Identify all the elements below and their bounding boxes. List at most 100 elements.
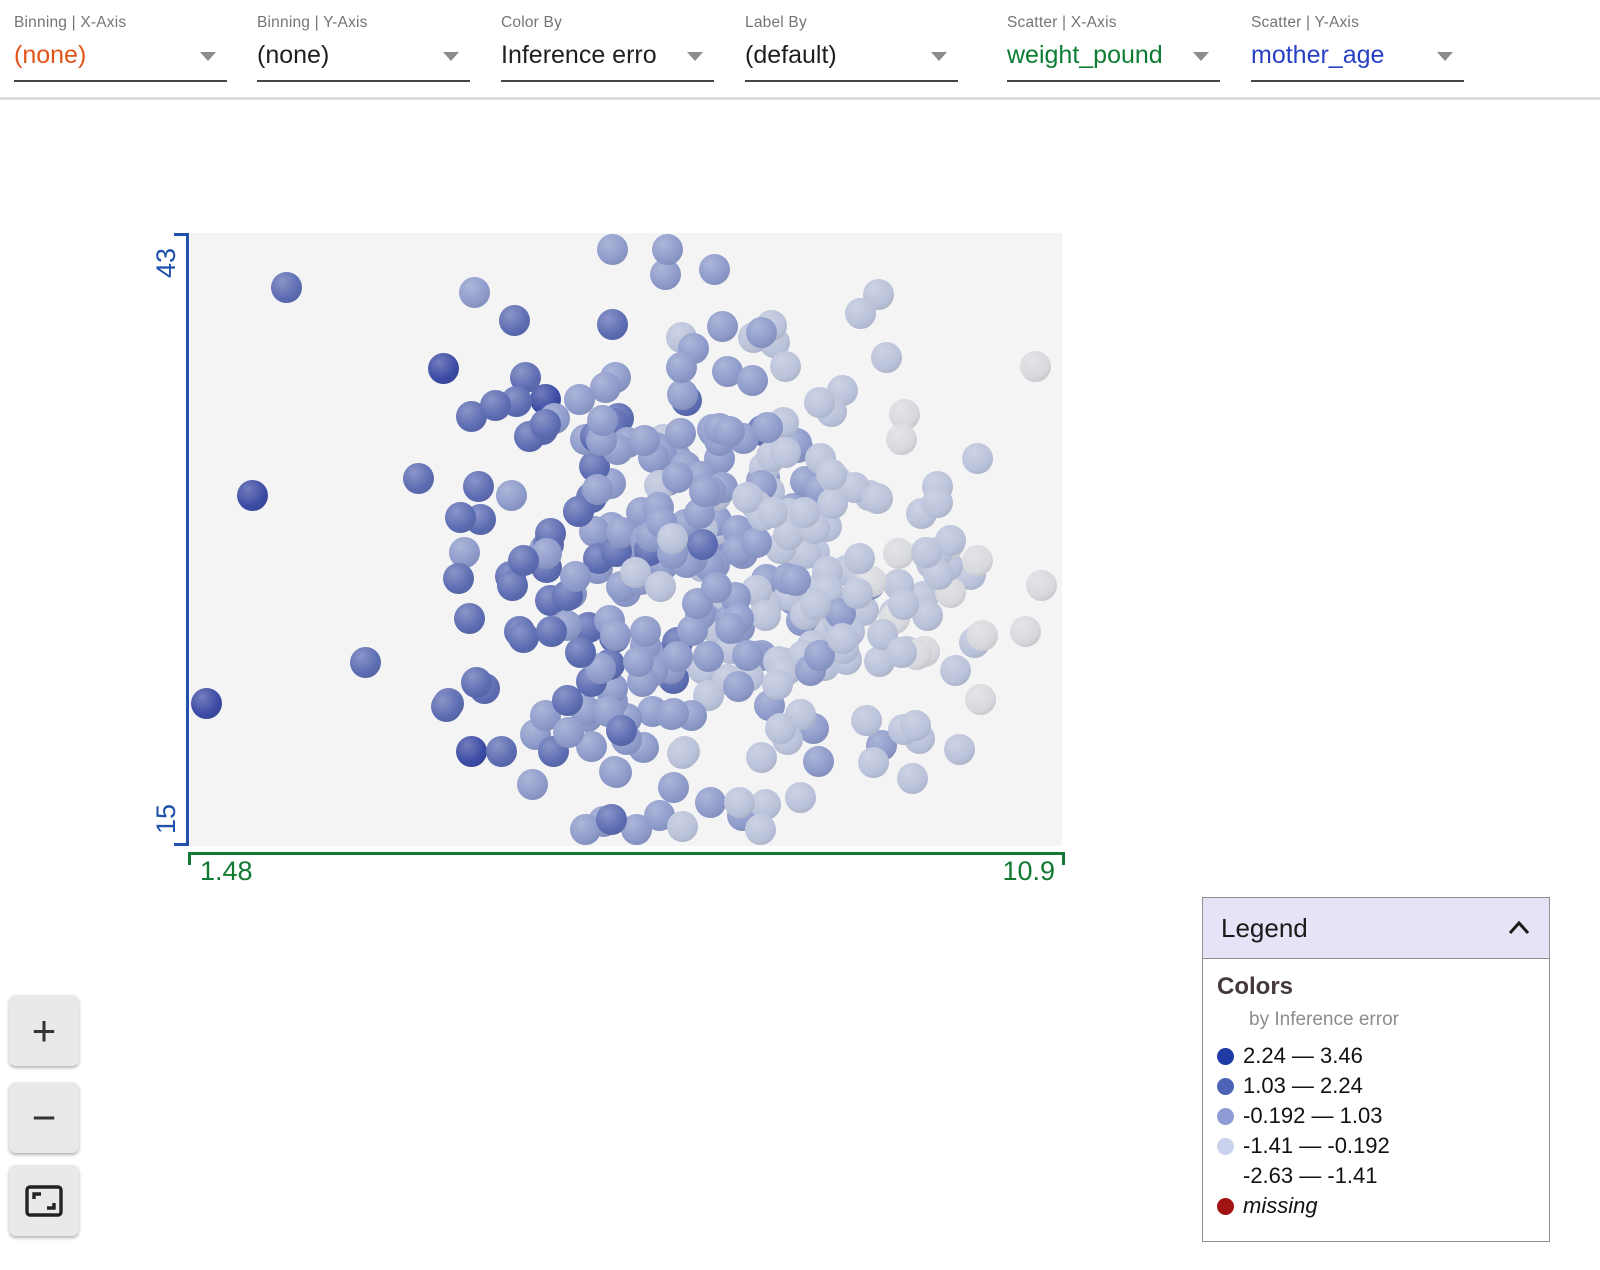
zoom-out-button[interactable]: − <box>9 1082 79 1153</box>
scatter-point[interactable] <box>666 352 698 384</box>
scatter-point[interactable] <box>749 600 781 632</box>
scatter-point[interactable] <box>552 684 584 716</box>
scatter-point[interactable] <box>460 666 492 698</box>
scatter-point[interactable] <box>463 471 495 503</box>
scatter-point[interactable] <box>769 351 801 383</box>
scatter-point[interactable] <box>844 542 876 574</box>
scatter-point[interactable] <box>731 640 763 672</box>
scatter-point[interactable] <box>553 717 585 749</box>
scatter-point[interactable] <box>454 602 486 634</box>
scatter-point[interactable] <box>444 502 476 534</box>
scatter-point[interactable] <box>676 614 708 646</box>
scatter-point[interactable] <box>595 804 627 836</box>
scatter-point[interactable] <box>455 736 487 768</box>
scatter-point[interactable] <box>706 311 738 343</box>
scatter-point[interactable] <box>529 408 561 440</box>
scatter-point[interactable] <box>694 786 726 818</box>
binning-x-dropdown[interactable]: Binning | X-Axis (none) <box>14 14 227 82</box>
scatter-point[interactable] <box>961 443 993 475</box>
scatter-point[interactable] <box>589 372 621 404</box>
scatter-point[interactable] <box>517 769 548 801</box>
scatter-point[interactable] <box>965 683 997 715</box>
scatter-point[interactable] <box>666 810 698 842</box>
scatter-point[interactable] <box>686 529 718 561</box>
scatter-point[interactable] <box>582 473 614 505</box>
scatter-point[interactable] <box>699 254 731 286</box>
scatter-point[interactable] <box>587 405 619 437</box>
scatter-point[interactable] <box>191 688 222 720</box>
scatter-point[interactable] <box>752 411 784 443</box>
scatter-point[interactable] <box>236 480 268 512</box>
scatter-point[interactable] <box>762 669 794 701</box>
scatter-point[interactable] <box>961 544 993 576</box>
scatter-point[interactable] <box>430 690 462 722</box>
scatter-point[interactable] <box>911 537 943 569</box>
scatter-point[interactable] <box>922 487 954 519</box>
scatter-point[interactable] <box>629 425 661 457</box>
scatter-point[interactable] <box>658 771 690 803</box>
scatter-point[interactable] <box>722 670 754 702</box>
scatter-point[interactable] <box>623 645 655 677</box>
scatter-point[interactable] <box>745 814 777 845</box>
scatter-point[interactable] <box>861 482 893 514</box>
legend-collapse-button[interactable] <box>1507 920 1531 936</box>
scatter-point[interactable] <box>940 655 972 687</box>
scatter-point[interactable] <box>784 781 816 813</box>
scatter-point[interactable] <box>629 615 661 647</box>
scatter-point[interactable] <box>597 309 629 341</box>
scatter-point[interactable] <box>645 571 677 603</box>
scatter-point[interactable] <box>449 537 481 569</box>
scatter-point[interactable] <box>802 746 834 778</box>
scatter-point[interactable] <box>536 616 568 648</box>
label-by-dropdown[interactable]: Label By (default) <box>745 14 958 82</box>
scatter-point[interactable] <box>601 757 633 789</box>
scatter-point[interactable] <box>667 378 699 410</box>
scatter-point[interactable] <box>741 526 773 558</box>
scatter-point[interactable] <box>746 316 778 348</box>
scatter-point[interactable] <box>689 475 721 507</box>
scatter-point[interactable] <box>1026 569 1058 601</box>
scatter-point[interactable] <box>857 746 889 778</box>
scatter-point[interactable] <box>662 640 694 672</box>
scatter-point[interactable] <box>498 304 530 336</box>
scatter-point[interactable] <box>967 619 999 651</box>
scatter-point[interactable] <box>661 461 693 493</box>
scatter-point[interactable] <box>560 561 592 593</box>
scatter-point[interactable] <box>888 588 920 620</box>
scatter-point[interactable] <box>270 272 302 304</box>
scatter-y-dropdown[interactable]: Scatter | Y-Axis mother_age <box>1251 14 1464 82</box>
scatter-point[interactable] <box>780 564 812 596</box>
scatter-point[interactable] <box>443 563 475 595</box>
scatter-point[interactable] <box>789 496 821 528</box>
scatter-point[interactable] <box>850 705 882 737</box>
scatter-point[interactable] <box>599 619 631 651</box>
scatter-point[interactable] <box>803 387 835 419</box>
scatter-point[interactable] <box>508 622 540 654</box>
scatter-point[interactable] <box>606 714 638 746</box>
scatter-point[interactable] <box>565 637 597 669</box>
scatter-point[interactable] <box>844 298 876 330</box>
scatter-x-dropdown[interactable]: Scatter | X-Axis weight_pound <box>1007 14 1220 82</box>
scatter-point[interactable] <box>871 341 903 373</box>
scatter-point[interactable] <box>714 612 746 644</box>
binning-y-dropdown[interactable]: Binning | Y-Axis (none) <box>257 14 470 82</box>
scatter-point[interactable] <box>666 738 698 770</box>
scatter-point[interactable] <box>665 417 697 449</box>
scatter-point[interactable] <box>943 734 975 766</box>
scatter-point[interactable] <box>701 571 733 603</box>
zoom-in-button[interactable]: + <box>9 995 79 1066</box>
scatter-point[interactable] <box>885 423 917 455</box>
scatter-point[interactable] <box>508 545 540 577</box>
scatter-point[interactable] <box>693 641 725 673</box>
scatter-point[interactable] <box>816 458 848 490</box>
scatter-point[interactable] <box>765 713 797 745</box>
scatter-point[interactable] <box>1020 351 1052 383</box>
scatter-point[interactable] <box>882 537 914 569</box>
scatter-point[interactable] <box>652 234 684 265</box>
scatter-point[interactable] <box>1009 615 1041 647</box>
scatter-point[interactable] <box>897 763 929 795</box>
scatter-point[interactable] <box>827 623 859 655</box>
scatter-point[interactable] <box>657 522 689 554</box>
scatter-point[interactable] <box>458 276 490 308</box>
scatter-point[interactable] <box>769 436 801 468</box>
